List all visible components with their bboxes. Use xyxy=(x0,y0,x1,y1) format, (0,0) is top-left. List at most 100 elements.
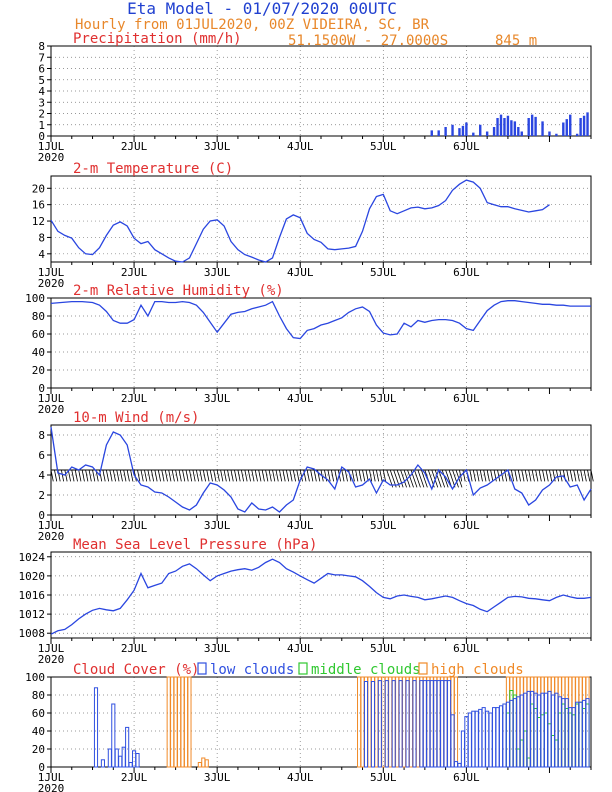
wind-barb xyxy=(119,469,123,482)
wind-barb xyxy=(486,469,490,482)
low-cloud-bar xyxy=(457,762,462,768)
y-tick-label: 80 xyxy=(32,310,45,323)
wind-barb xyxy=(168,469,172,482)
data-line xyxy=(50,179,550,263)
wind-barb xyxy=(209,469,213,482)
low-cloud-bar xyxy=(471,710,476,768)
wind-barb xyxy=(244,469,248,482)
low-cloud-bar xyxy=(391,680,396,768)
wind-barb xyxy=(240,469,245,482)
x-tick-label: 5JUL xyxy=(370,266,397,279)
high-cloud-bar xyxy=(395,676,400,768)
high-cloud-bar xyxy=(183,676,189,768)
panel-title: Cloud Cover (%) xyxy=(73,662,199,678)
x-tick-label: 6JUL xyxy=(453,266,480,279)
wind-barb xyxy=(213,469,217,482)
wind-barb xyxy=(566,469,570,482)
precip-bar xyxy=(479,124,482,136)
low-cloud-bar xyxy=(447,680,452,768)
wind-barb xyxy=(85,469,89,482)
wind-barb xyxy=(109,469,113,482)
wind-barb xyxy=(130,469,134,482)
low-cloud-bar xyxy=(533,692,538,768)
wind-barb xyxy=(230,469,234,482)
wind-barb xyxy=(500,469,504,482)
precip-bar xyxy=(586,112,589,136)
low-cloud-bar xyxy=(436,680,441,768)
precip-bar xyxy=(472,132,475,136)
wind-barb xyxy=(355,469,359,482)
y-tick-label: 1 xyxy=(38,119,45,132)
precip-bar xyxy=(437,130,440,136)
wind-barb xyxy=(251,469,255,482)
x-tick-label: 4JUL xyxy=(287,266,314,279)
wind-barb xyxy=(74,469,78,482)
panel-5: 1008 1012 1016 1020 1024 1JUL 2JUL 3JUL 4JUL 5JUL… xyxy=(19,537,592,666)
wind-barb xyxy=(524,469,528,482)
location-coordinates: 51.1500W - 27.0000S xyxy=(288,33,448,49)
low-cloud-bar xyxy=(370,681,375,768)
low-cloud-bar xyxy=(554,692,559,768)
low-cloud-bar xyxy=(505,701,510,768)
low-cloud-bar xyxy=(557,696,562,768)
wind-barb xyxy=(78,469,82,482)
low-cloud-bar xyxy=(384,680,389,768)
low-cloud-bar xyxy=(453,761,459,768)
precip-bar xyxy=(541,121,544,136)
precip-bar xyxy=(520,131,523,136)
y-tick-label: 100 xyxy=(25,292,45,305)
precip-bar xyxy=(430,130,433,136)
low-cloud-bar xyxy=(398,680,403,768)
wind-barb xyxy=(514,469,518,482)
high-cloud-bar xyxy=(173,676,178,768)
low-cloud-bar xyxy=(568,707,573,768)
panel-3: 0 20 40 60 80 100 1JUL 2JUL 3JUL 4JUL 5JUL 6JUL 2020… xyxy=(25,283,592,416)
wind-barb xyxy=(587,469,591,482)
precip-bar xyxy=(579,118,582,136)
wind-barb xyxy=(327,469,331,482)
panel-title: Mean Sea Level Pressure (hPa) xyxy=(73,537,317,553)
y-tick-label: 7 xyxy=(38,51,45,64)
wind-barb xyxy=(258,469,262,482)
low-cloud-bar xyxy=(509,699,514,768)
low-cloud-bar xyxy=(474,710,479,768)
wind-barb xyxy=(476,469,480,482)
low-cloud-bar xyxy=(426,680,431,768)
low-cloud-bar xyxy=(582,699,587,768)
wind-barb xyxy=(126,469,130,482)
high-cloud-bar xyxy=(357,676,362,768)
low-cloud-bar xyxy=(460,730,465,768)
precip-bar xyxy=(569,114,572,136)
wind-barb xyxy=(310,469,314,482)
panel-title: 10-m Wind (m/s) xyxy=(73,410,199,426)
plot-frame xyxy=(50,551,592,639)
low-cloud-bar xyxy=(405,680,410,768)
x-tick-label: 3JUL xyxy=(204,266,231,279)
plot-frame xyxy=(50,175,592,263)
y-tick-label: 4 xyxy=(38,469,45,482)
wind-barb xyxy=(216,469,220,482)
wind-barb xyxy=(358,469,362,482)
precip-bar xyxy=(582,115,586,136)
wind-barb xyxy=(351,469,355,482)
precip-bar xyxy=(506,115,510,136)
x-tick-label: 2JUL xyxy=(121,642,148,655)
x-tick-label: 3JUL xyxy=(204,392,231,405)
precip-bar xyxy=(513,121,517,136)
y-tick-label: 8 xyxy=(38,429,45,442)
legend-high-clouds: high clouds xyxy=(431,662,524,678)
precip-bar xyxy=(562,122,565,136)
wind-barb xyxy=(265,469,269,482)
legend-middle-clouds: middle clouds xyxy=(311,662,421,678)
low-cloud-bar xyxy=(363,681,369,768)
y-tick-label: 1016 xyxy=(19,589,46,602)
y-tick-label: 2 xyxy=(38,108,45,121)
wind-barb xyxy=(414,469,421,488)
precip-bar xyxy=(503,118,506,136)
precip-bar xyxy=(527,118,530,136)
x-tick-label: 1JUL xyxy=(38,140,65,153)
wind-barb xyxy=(535,469,539,482)
legend-swatch-high xyxy=(418,662,428,675)
wind-barb xyxy=(206,469,210,482)
low-cloud-bar xyxy=(561,698,566,768)
